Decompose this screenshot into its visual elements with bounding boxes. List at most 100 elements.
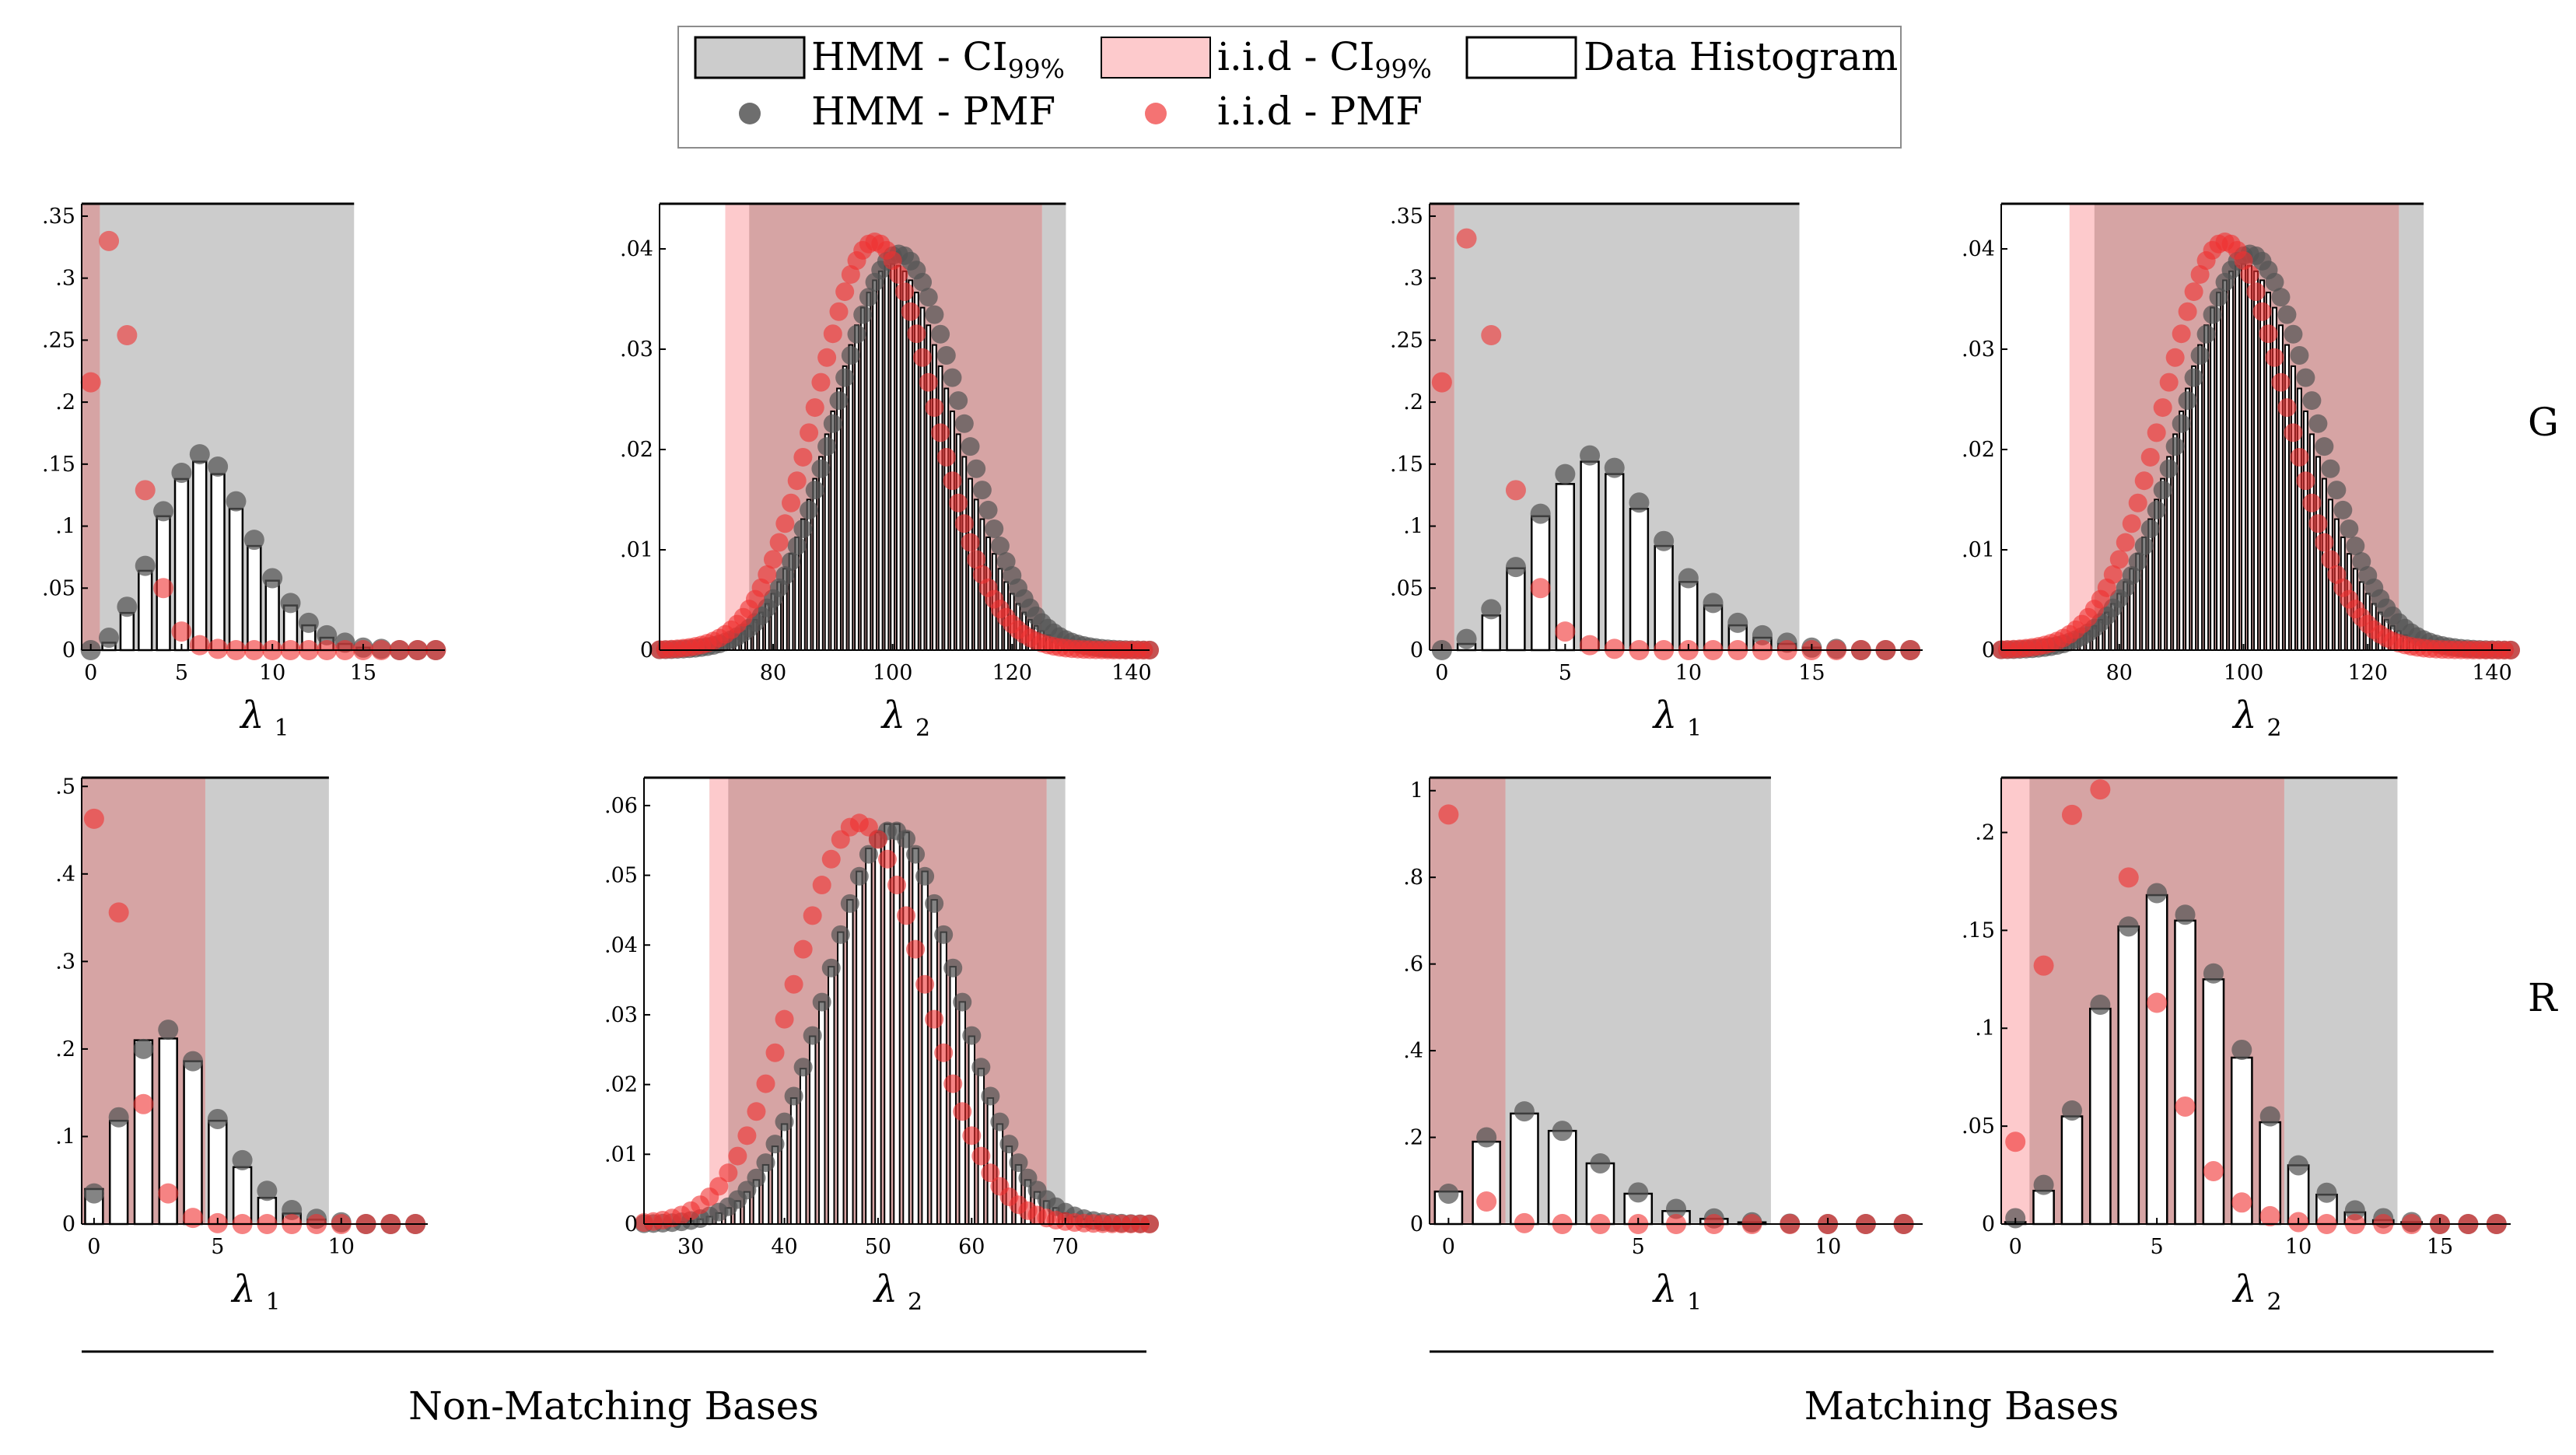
y-tick-label: .04 bbox=[620, 237, 653, 261]
hmm-pmf-point bbox=[990, 537, 1010, 556]
iid-pmf-point bbox=[2147, 423, 2166, 442]
legend-label-iid-ci: i.i.d - CI99% bbox=[1217, 34, 1432, 84]
legend: HMM - CI99% i.i.d - CI99% Data Histogram… bbox=[677, 26, 1902, 149]
hmm-pmf-point bbox=[972, 481, 992, 500]
iid-pmf-point bbox=[915, 974, 935, 994]
y-tick-label: .05 bbox=[42, 576, 75, 600]
legend-swatch-histogram bbox=[1465, 36, 1577, 79]
hmm-pmf-point bbox=[859, 845, 878, 864]
x-tick-label: 100 bbox=[873, 661, 913, 685]
iid-pmf-point bbox=[2175, 1096, 2196, 1117]
hmm-pmf-point bbox=[1628, 1182, 1649, 1203]
iid-pmf-point bbox=[812, 876, 831, 895]
ci-overlap-band bbox=[82, 204, 100, 650]
iid-pmf-point bbox=[2109, 550, 2129, 569]
hmm-pmf-point bbox=[2277, 305, 2297, 324]
iid-pmf-point bbox=[2290, 447, 2309, 467]
hmm-pmf-point bbox=[2153, 481, 2172, 500]
histogram-bar bbox=[2228, 270, 2235, 651]
panel-m-G-l2: 0 .01 .02 .03 .04 80 100 120 140 λ 2 bbox=[1962, 202, 2520, 742]
y-tick-label: 0 bbox=[1410, 638, 1423, 663]
y-tick-label: 0 bbox=[625, 1212, 638, 1236]
iid-pmf-point bbox=[2231, 1192, 2252, 1213]
iid-pmf-point bbox=[981, 1163, 1000, 1183]
histogram-bar bbox=[2308, 433, 2315, 651]
x-tick-label: 40 bbox=[771, 1235, 797, 1259]
y-tick-label: .1 bbox=[1403, 515, 1423, 539]
hmm-pmf-point bbox=[99, 628, 120, 649]
iid-pmf-point bbox=[747, 1102, 766, 1121]
iid-pmf-point bbox=[931, 423, 950, 442]
histogram-bar bbox=[2203, 324, 2210, 651]
y-tick-label: .15 bbox=[1390, 453, 1423, 477]
iid-pmf-point bbox=[800, 423, 819, 442]
hmm-pmf-point bbox=[280, 593, 301, 614]
hmm-pmf-point bbox=[2159, 459, 2179, 478]
iid-pmf-point bbox=[877, 849, 897, 869]
x-tick-label: 70 bbox=[1052, 1235, 1078, 1259]
x-tick-label: 0 bbox=[1435, 661, 1448, 685]
iid-pmf-point bbox=[823, 324, 842, 344]
hmm-pmf-point bbox=[108, 1107, 129, 1128]
histogram-bar bbox=[119, 611, 135, 652]
histogram-bar bbox=[138, 569, 153, 652]
hmm-pmf-point bbox=[83, 1183, 104, 1204]
hmm-pmf-point bbox=[817, 437, 837, 456]
histogram-bar bbox=[2032, 1189, 2055, 1226]
iid-pmf-point bbox=[171, 621, 192, 642]
histogram-bar bbox=[2174, 919, 2196, 1226]
hmm-pmf-point bbox=[153, 501, 174, 522]
iid-pmf-point bbox=[2153, 398, 2172, 418]
x-tick-label: 60 bbox=[958, 1235, 985, 1259]
row-label-G: G bbox=[2528, 400, 2559, 445]
hmm-pmf-point bbox=[971, 1058, 991, 1077]
iid-pmf-point bbox=[803, 906, 822, 925]
y-tick-label: .25 bbox=[1390, 328, 1423, 352]
iid-pmf-point bbox=[2259, 324, 2278, 344]
iid-pmf-point bbox=[2284, 423, 2303, 442]
hmm-pmf-point bbox=[949, 391, 968, 411]
iid-pmf-point bbox=[2296, 471, 2315, 491]
iid-pmf-point bbox=[2315, 533, 2334, 552]
x-axis-label: λ bbox=[1652, 1268, 1677, 1311]
hmm-pmf-point bbox=[1678, 568, 1699, 589]
x-tick-label: 5 bbox=[1559, 661, 1572, 685]
legend-label-iid-pmf: i.i.d - PMF bbox=[1217, 89, 1423, 134]
hmm-pmf-point bbox=[931, 324, 950, 344]
iid-pmf-point bbox=[2277, 398, 2297, 418]
iid-pmf-point bbox=[925, 398, 944, 418]
histogram-bar bbox=[902, 831, 910, 1225]
iid-pmf-point bbox=[763, 550, 782, 569]
iid-pmf-point bbox=[841, 264, 860, 284]
histogram-bar bbox=[1547, 1129, 1577, 1226]
y-tick-label: .05 bbox=[1390, 576, 1423, 600]
x-tick-label: 10 bbox=[259, 661, 285, 685]
iid-pmf-point bbox=[1431, 372, 1452, 393]
x-axis-label-subscript: 1 bbox=[275, 715, 289, 742]
hmm-pmf-point bbox=[2265, 272, 2284, 292]
histogram-bar bbox=[837, 931, 845, 1226]
hmm-pmf-point bbox=[2203, 305, 2222, 324]
y-tick-label: .01 bbox=[604, 1142, 638, 1166]
hmm-pmf-point bbox=[800, 500, 819, 519]
hmm-pmf-point bbox=[2128, 552, 2147, 572]
x-axis-label-subscript: 1 bbox=[1687, 1289, 1702, 1316]
y-tick-label: .02 bbox=[620, 438, 653, 462]
x-tick-label: 0 bbox=[84, 661, 97, 685]
histogram-bar bbox=[2235, 264, 2241, 651]
iid-pmf-point bbox=[949, 493, 968, 512]
y-tick-label: .8 bbox=[1403, 866, 1423, 890]
x-tick-label: 5 bbox=[175, 661, 188, 685]
iid-pmf-point bbox=[901, 302, 920, 321]
iid-pmf-point bbox=[2172, 324, 2191, 344]
iid-pmf-point bbox=[954, 514, 974, 533]
iid-pmf-point bbox=[1580, 635, 1601, 656]
hmm-pmf-point bbox=[2134, 537, 2154, 556]
legend-dot-hmm-pmf bbox=[739, 103, 761, 124]
hmm-pmf-point bbox=[2296, 368, 2315, 387]
iid-pmf-point bbox=[2128, 493, 2147, 512]
hmm-pmf-point bbox=[133, 1038, 154, 1059]
x-axis-label-subscript: 2 bbox=[2267, 1289, 2282, 1316]
hmm-pmf-point bbox=[747, 1168, 766, 1187]
hmm-pmf-point bbox=[2316, 1182, 2337, 1203]
